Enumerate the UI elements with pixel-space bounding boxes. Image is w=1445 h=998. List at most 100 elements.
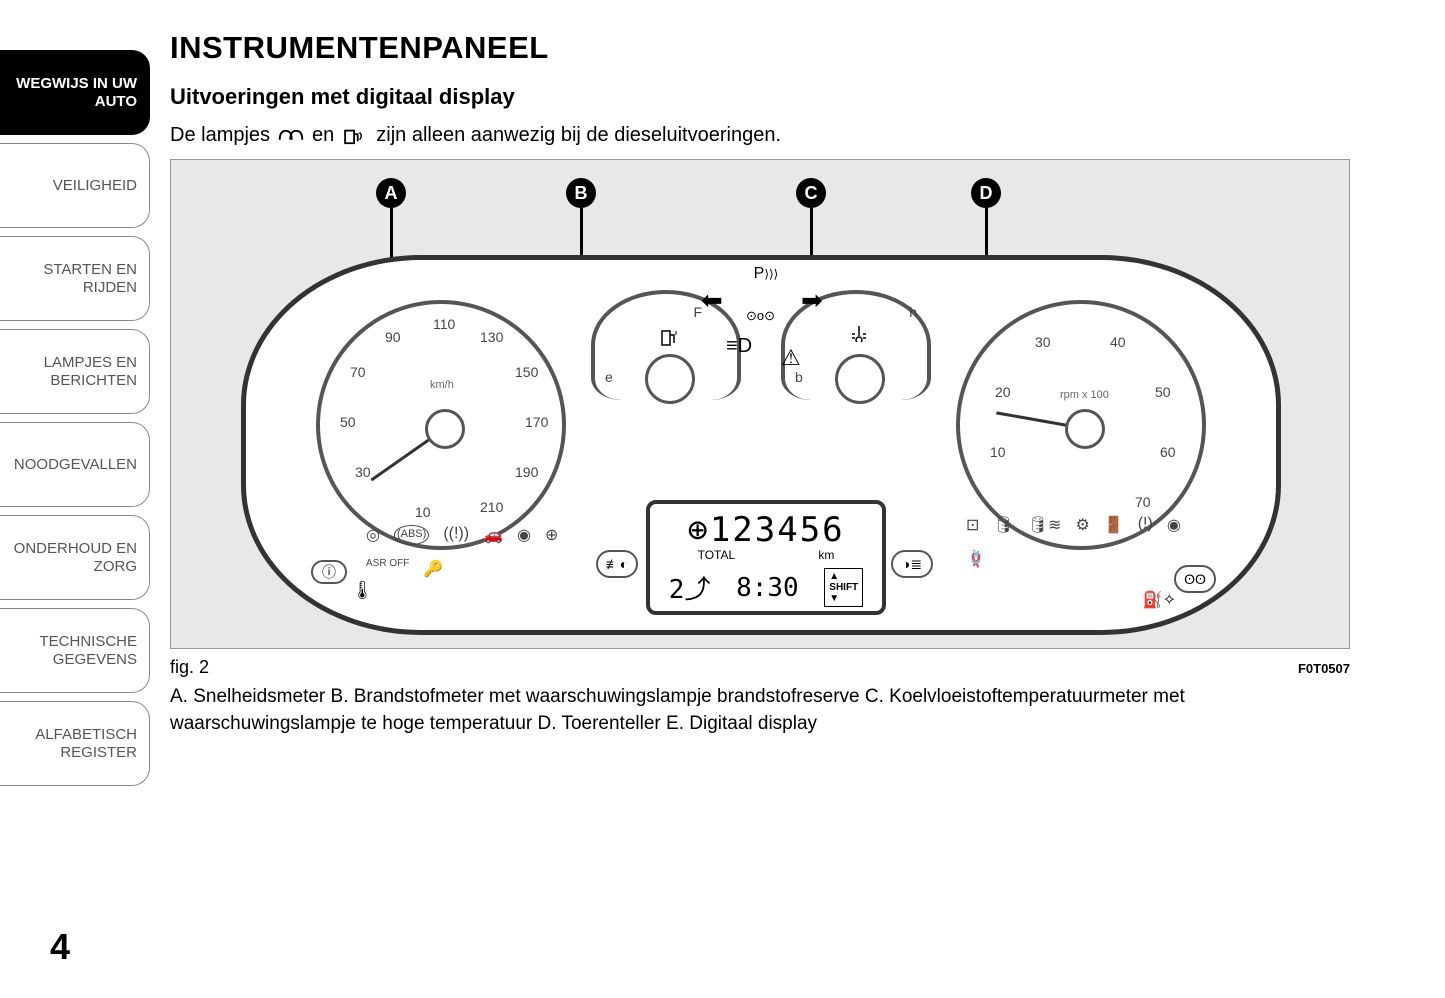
speedo-10: 10 — [415, 504, 431, 520]
esc-icon: 🚗 — [483, 525, 503, 545]
immobilizer-icon: 🔑 — [423, 559, 443, 579]
odo-digits: 123456 — [710, 510, 845, 550]
glowplug-icon — [276, 127, 306, 145]
right-turn-icon: ➡ — [801, 285, 823, 316]
speedo-210: 210 — [480, 499, 503, 515]
tab-technische[interactable]: TECHNISCHE GEGEVENS — [0, 608, 150, 693]
tacho-30: 30 — [1035, 334, 1051, 350]
tab-label: NOODGEVALLEN — [14, 456, 137, 474]
fuel-center — [645, 354, 695, 404]
speedo-30: 30 — [355, 464, 371, 480]
tacho-20: 20 — [995, 384, 1011, 400]
low-beam-icon: ◑≣ — [891, 550, 933, 578]
fuel-water-panel-icon: ⛽✧ — [1143, 590, 1176, 610]
page-number: 4 — [50, 926, 70, 968]
callout-label: A — [385, 183, 398, 204]
tacho-50: 50 — [1155, 384, 1171, 400]
figure-label: fig. 2 — [170, 657, 209, 678]
tab-starten[interactable]: STARTEN EN RIJDEN — [0, 236, 150, 321]
seatbelt-icon: 🪢 — [966, 549, 986, 569]
sidebar-nav: WEGWIJS IN UW AUTO VEILIGHEID STARTEN EN… — [0, 50, 150, 794]
tab-label: TECHNISCHE GEGEVENS — [0, 633, 137, 669]
figure-caption: A. Snelheidsmeter B. Brandstofmeter met … — [170, 684, 1350, 737]
tab-noodgevallen[interactable]: NOODGEVALLEN — [0, 422, 150, 507]
asr-icon: ASR OFF — [366, 559, 409, 579]
fuel-pump-icon — [660, 329, 678, 347]
tab-lampjes[interactable]: LAMPJES EN BERICHTEN — [0, 329, 150, 414]
speedo-unit: km/h — [430, 379, 454, 391]
tab-label: VEILIGHEID — [53, 177, 137, 195]
glowplug-panel-icon: ʘʘ — [1174, 565, 1216, 593]
tacho-60: 60 — [1160, 444, 1176, 460]
tab-label: LAMPJES EN BERICHTEN — [0, 354, 137, 390]
tacho-70: 70 — [1135, 494, 1151, 510]
tab-veiligheid[interactable]: VEILIGHEID — [0, 143, 150, 228]
oil-temp-icon: 🌡 — [351, 580, 374, 601]
right-warning-lamps: ⊡ 🛢 🛢≋ ⚙ 🚪 (!) ◉ 🪢 — [966, 515, 1186, 569]
park-sensor-icon: P⟩⟩⟩ — [716, 265, 816, 283]
callout-a: A — [376, 178, 406, 208]
tpms-icon: (!) — [1138, 515, 1153, 535]
temp-high: h — [909, 304, 917, 320]
airbag-icon: ◉ — [1167, 515, 1181, 535]
tab-label: ALFABETISCH REGISTER — [0, 726, 137, 762]
callout-d: D — [971, 178, 1001, 208]
intro-part3: zijn alleen aanwezig bij de dieseluitvoe… — [376, 124, 781, 147]
oil-icon: 🛢 — [993, 515, 1013, 535]
fog-front-icon: ◎ — [366, 525, 380, 545]
fuel-water-icon — [340, 127, 370, 145]
intro-text: De lampjes en zijn alleen aanwezig bij d… — [170, 124, 1400, 147]
lcd-km-label: km — [818, 548, 834, 562]
figure-instrument-panel: A B C D E km/h 10 30 50 70 90 110 130 15… — [170, 159, 1350, 649]
callout-label: C — [805, 183, 818, 204]
temp-center — [835, 354, 885, 404]
callout-label: B — [575, 183, 588, 204]
lcd-total-label: TOTAL — [698, 548, 736, 562]
tab-label: WEGWIJS IN UW AUTO — [0, 75, 137, 111]
speedo-110: 110 — [433, 316, 455, 332]
speedo-190: 190 — [515, 464, 538, 480]
abs-icon: (ABS) — [394, 525, 429, 545]
brake-icon: ((!)) — [443, 525, 469, 545]
info-button-left: ⓘ — [311, 560, 347, 584]
tacho-40: 40 — [1110, 334, 1126, 350]
left-warning-lamps: ◎ (ABS) ((!)) 🚗 ◉ ⊕ ASR OFF 🔑 — [366, 525, 566, 579]
speedo-170: 170 — [525, 414, 548, 430]
steering-icon: ⊕ — [545, 525, 558, 545]
lcd-shift-indicator: ▲SHIFT▼ — [824, 568, 863, 607]
callout-label: D — [980, 183, 993, 204]
speedo-90: 90 — [385, 329, 401, 345]
tab-label: ONDERHOUD EN ZORG — [0, 540, 137, 576]
fog-rear-icon: ≢◐ — [596, 550, 638, 578]
speedometer-gauge: km/h 10 30 50 70 90 110 130 150 170 190 … — [316, 300, 566, 550]
cruise-icon: ⊙o⊙ — [746, 308, 775, 324]
tab-alfabetisch[interactable]: ALFABETISCH REGISTER — [0, 701, 150, 786]
main-content: INSTRUMENTENPANEEL Uitvoeringen met digi… — [170, 30, 1400, 737]
battery-icon: ⊡ — [966, 515, 979, 535]
lcd-gear: 2 — [669, 575, 685, 605]
tab-label: STARTEN EN RIJDEN — [0, 261, 137, 297]
tacho-10: 10 — [990, 444, 1006, 460]
tachometer-gauge: rpm x 100 10 20 30 40 50 60 70 — [956, 300, 1206, 550]
high-beam-icon: ≡D — [726, 335, 752, 358]
speedo-70: 70 — [350, 364, 366, 380]
figure-code: F0T0507 — [1298, 661, 1350, 676]
speedo-130: 130 — [480, 329, 503, 345]
speedo-center — [425, 409, 465, 449]
oil-level-icon: 🛢≋ — [1028, 515, 1062, 535]
door-icon: 🚪 — [1104, 515, 1124, 535]
tacho-unit: rpm x 100 — [1060, 389, 1109, 401]
fuel-empty: e — [605, 369, 613, 385]
callout-b: B — [566, 178, 596, 208]
thermometer-icon — [850, 324, 868, 342]
tacho-center — [1065, 409, 1105, 449]
lcd-time: 8:30 — [736, 573, 799, 603]
page-subtitle: Uitvoeringen met digitaal display — [170, 84, 1400, 110]
intro-part1: De lampjes — [170, 124, 270, 147]
speedo-150: 150 — [515, 364, 538, 380]
warning-triangle-icon: ⚠ — [781, 345, 801, 371]
figure-meta: fig. 2 F0T0507 — [170, 657, 1350, 678]
tab-wegwijs[interactable]: WEGWIJS IN UW AUTO — [0, 50, 150, 135]
callout-c: C — [796, 178, 826, 208]
tab-onderhoud[interactable]: ONDERHOUD EN ZORG — [0, 515, 150, 600]
